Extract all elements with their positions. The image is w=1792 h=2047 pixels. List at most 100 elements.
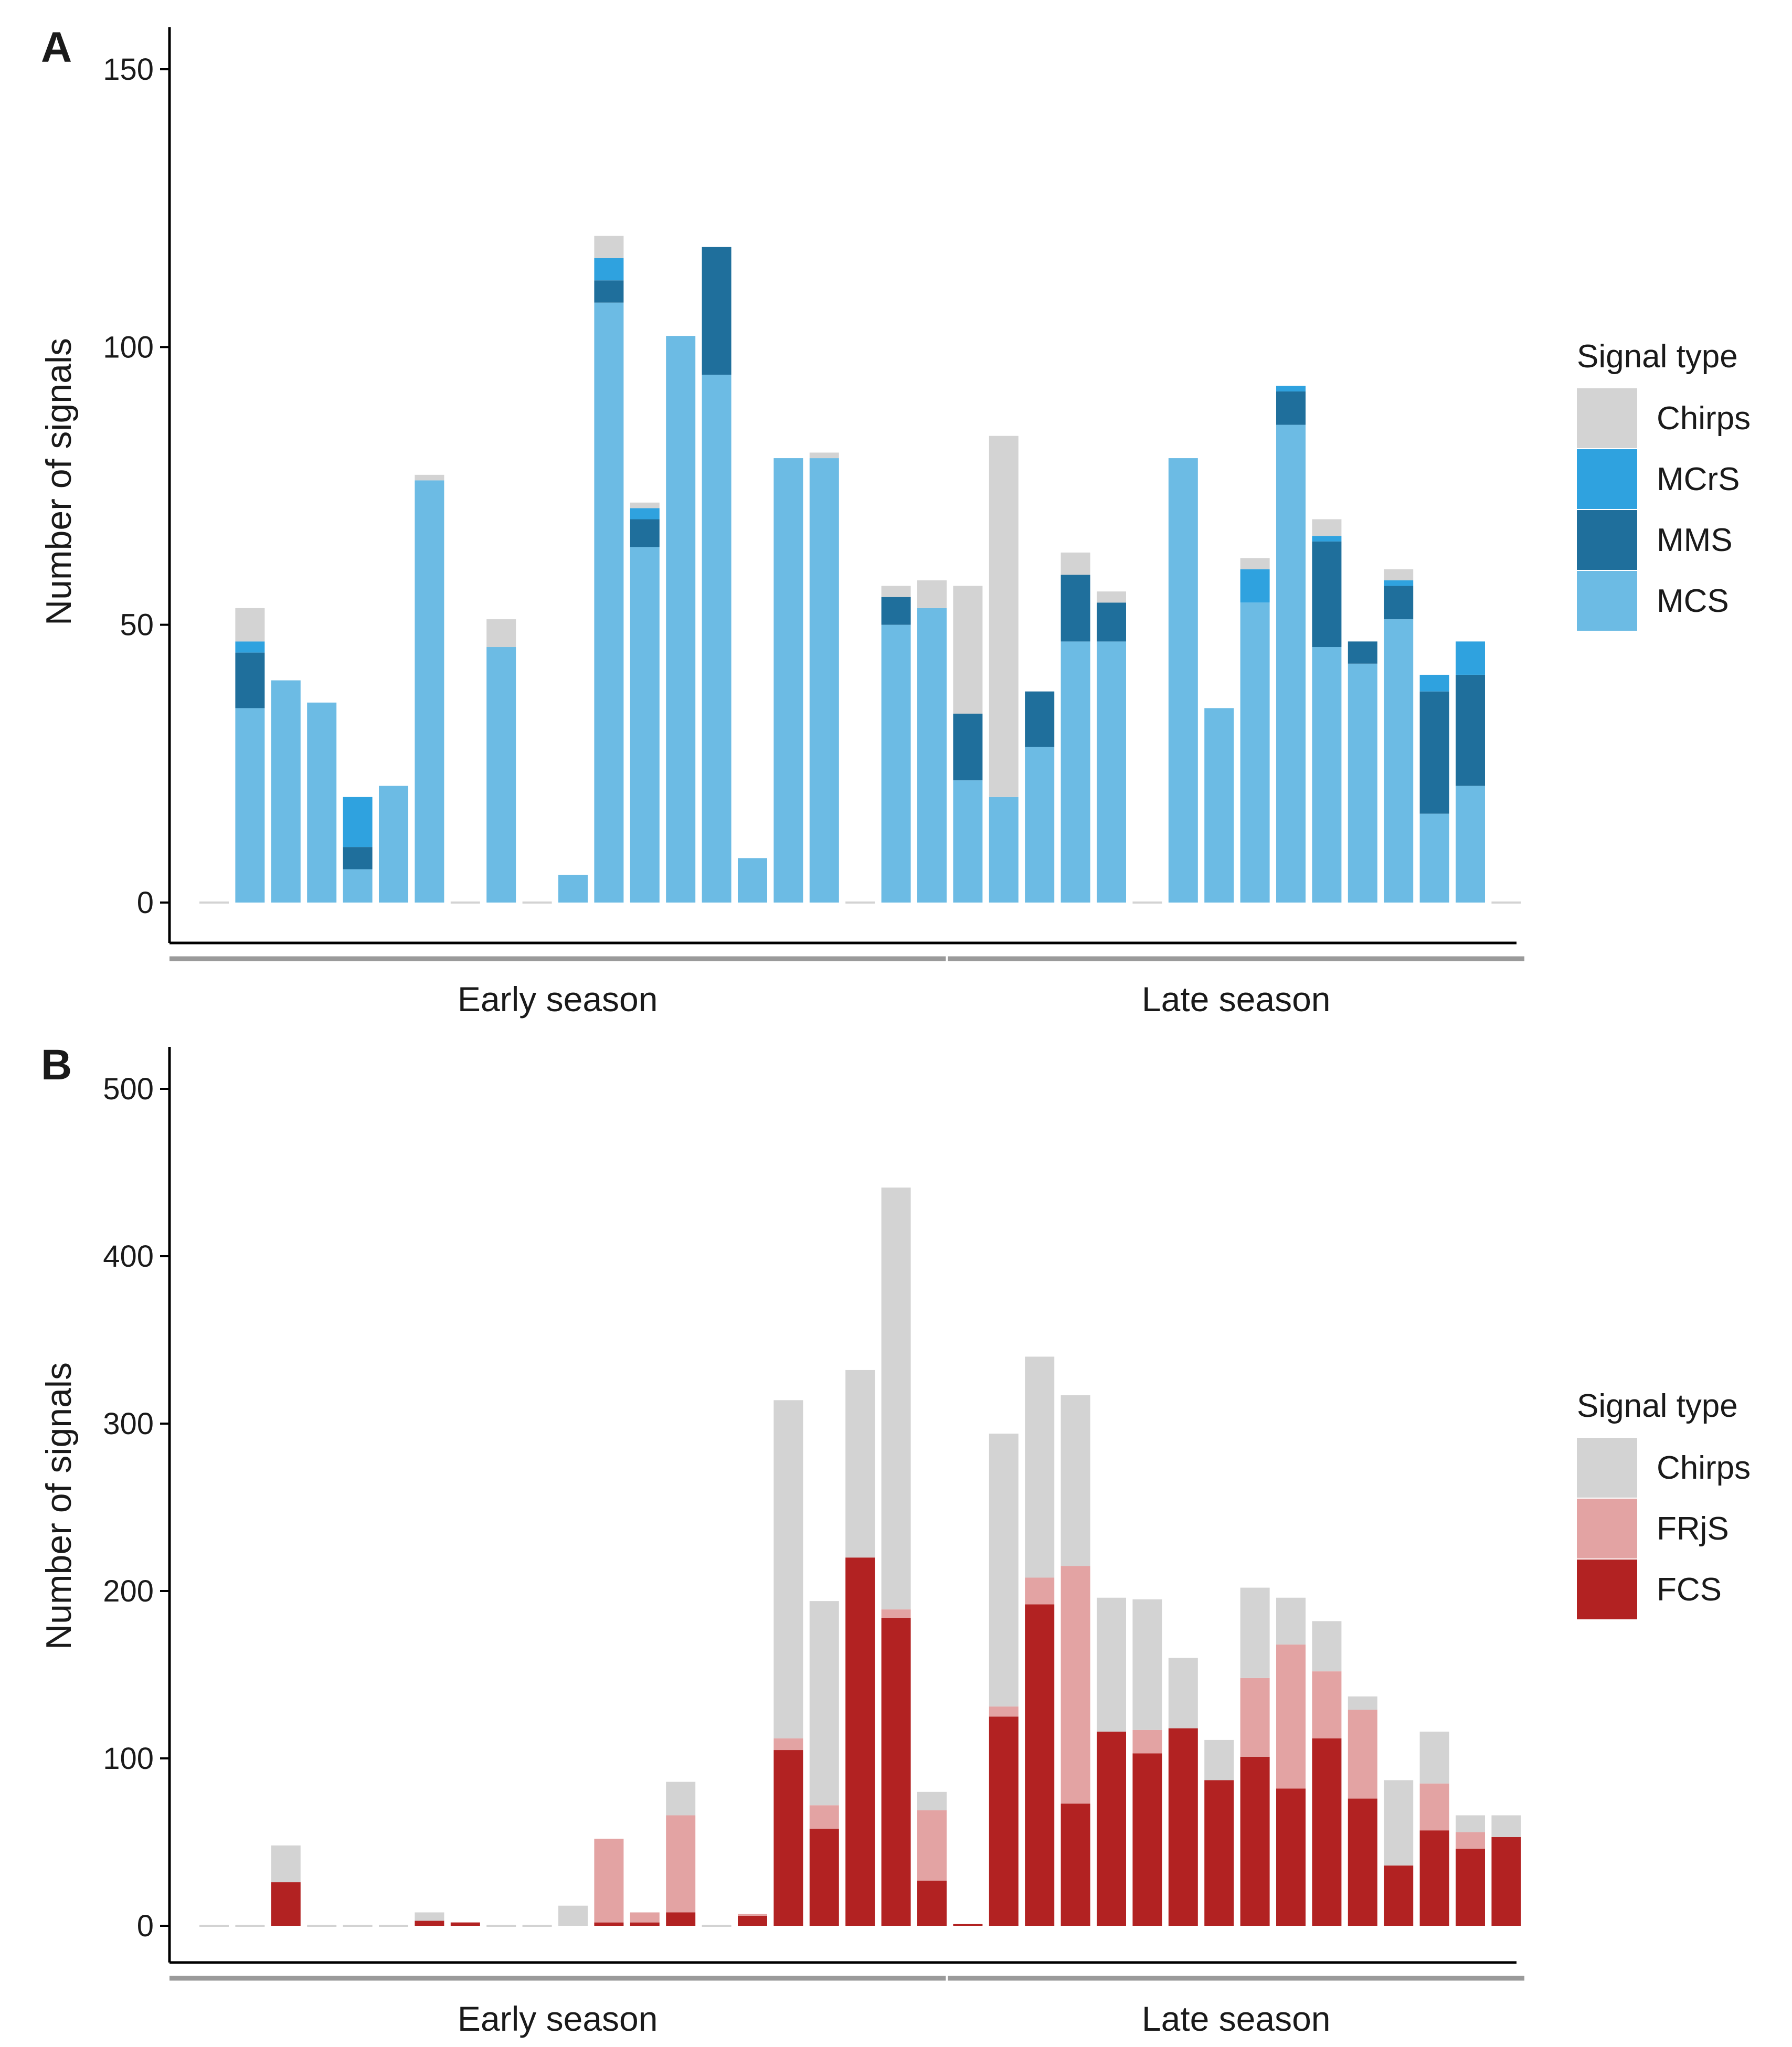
panel-b-legend-label-frjs: FRjS [1657,1511,1729,1547]
panel-a-bar-32-mms [1312,541,1342,648]
panel-b-y-tick-label: 0 [137,1909,154,1943]
panel-a-season-groups: Early season Late season [169,956,1524,1019]
panel-b-bar-14-frjs [666,1815,696,1913]
panel-b-bar-20-frjs [881,1609,911,1618]
panel-b-season-groups: Early season Late season [169,1976,1524,2038]
panel-a-bar-26-mms [1097,602,1126,642]
panel-b-bar-25-frjs [1061,1566,1090,1804]
panel-a-y-tick-label: 100 [103,330,154,364]
panel-b-empty-bar-10 [522,1925,552,1927]
panel-a-bar-34-chirps [1384,569,1414,580]
panel-a-empty-bar-37 [1491,901,1521,904]
panel-a-bar-30-mcs [1240,602,1270,903]
panel-b-bar-14-chirps [666,1781,696,1816]
panel-a-y-tick-label: 50 [120,608,154,642]
panel-a-bar-34-mms [1384,586,1414,620]
panel-b-letter: B [41,1041,72,1089]
panel-a-bar-29-mcs [1204,708,1234,903]
panel-a-bar-2-mcs [235,708,265,903]
panel-b-bar-26-chirps [1097,1597,1126,1732]
panel-a-empty-bar-19 [845,901,875,904]
panel-a-bars [199,236,1521,904]
panel-b-bar-22-fcs [953,1924,983,1926]
panel-a-bar-24-mms [1025,691,1055,747]
panel-a-bar-17-mcs [773,458,803,903]
panel-a-bar-5-mms [343,847,373,869]
panel-a-bar-9-mcs [486,647,516,903]
panel-b-bar-12-frjs [594,1839,624,1923]
panel-b-y-tick-label: 200 [103,1574,154,1608]
panel-b-bar-33-frjs [1348,1710,1377,1799]
panel-b-bar-32-fcs [1312,1738,1342,1926]
panel-b-bar-7-chirps [415,1912,444,1921]
panel-a-bar-23-chirps [989,436,1019,797]
panel-a-empty-bar-27 [1132,901,1162,904]
panel-a-bar-18-chirps [809,452,839,459]
panel-b-bar-36-frjs [1456,1832,1485,1849]
panel-a-bar-35-mms [1419,691,1449,814]
panel-a-bar-12-mms [594,280,624,303]
panel-a-bar-5-mcrs [343,797,373,847]
panel-a-bar-34-mcs [1384,619,1414,903]
panel-a-bar-21-mcs [917,608,947,903]
panel-a-bar-13-chirps [630,502,660,508]
panel-a-bar-31-mcrs [1276,386,1306,392]
panel-a-bar-36-mcs [1456,786,1485,903]
panel-a-bar-5-mcs [343,869,373,903]
panel-a-empty-bar-10 [522,901,552,904]
panel-b-bar-23-fcs [989,1716,1019,1926]
panel-b-empty-bar-4 [307,1925,337,1927]
panel-b-bar-24-fcs [1025,1604,1055,1926]
panel-b-bar-13-frjs [630,1912,660,1923]
panel-a-legend-key-mms [1577,510,1637,570]
panel-a-legend-key-mcrs [1577,449,1637,509]
panel-b-legend-key-chirps [1577,1438,1637,1498]
panel-b-empty-bar-2 [235,1925,265,1927]
panel-a-bar-15-mms [702,247,731,375]
panel-b-bar-30-fcs [1240,1756,1270,1926]
panel-b-bar-23-chirps [989,1434,1019,1707]
panel-a-bar-24-mcs [1025,747,1055,903]
panel-a-legend-label-mcs: MCS [1657,583,1729,619]
panel-a-bar-22-mcs [953,780,983,903]
panel-b-legend-label-fcs: FCS [1657,1572,1722,1608]
panel-b-legend: Signal type Chirps FRjS FCS [1577,1388,1751,1619]
panel-b-bar-34-fcs [1384,1865,1414,1926]
panel-a-bar-34-mcrs [1384,580,1414,586]
panel-b-bar-35-chirps [1419,1731,1449,1784]
panel-a-bar-35-mcs [1419,813,1449,903]
panel-a-bar-14-mcs [666,336,696,903]
panel-b-bar-29-chirps [1204,1740,1234,1780]
panel-b-y-tick-label: 500 [103,1072,154,1106]
panel-b-bar-37-chirps [1491,1815,1521,1837]
panel-b-bar-18-frjs [809,1805,839,1829]
panel-a-legend-key-chirps [1577,388,1637,448]
panel-a-bar-13-mcs [630,547,660,903]
panel-a-bar-4-mcs [307,702,337,903]
panel-a-y-tick-label: 0 [137,886,154,920]
panel-b-bar-21-frjs [917,1810,947,1881]
panel-a-bar-9-chirps [486,619,516,648]
panel-a-bar-35-mcrs [1419,674,1449,692]
panel-b-bar-27-chirps [1132,1599,1162,1730]
panel-a-bar-20-chirps [881,586,911,597]
panel-b-bar-31-chirps [1276,1597,1306,1645]
panel-b-bar-18-fcs [809,1828,839,1926]
panel-a-bar-22-chirps [953,586,983,714]
panel-b-legend-title: Signal type [1577,1388,1738,1424]
panel-b-bar-23-frjs [989,1706,1019,1717]
panel-a-bar-2-mms [235,652,265,708]
panel-b-bar-11-chirps [558,1905,588,1926]
panel-b-bar-20-chirps [881,1187,911,1610]
panel-a-legend-key-mcs [1577,571,1637,631]
panel-b-bar-25-fcs [1061,1804,1090,1926]
panel-b-bar-31-fcs [1276,1788,1306,1926]
panel-b-bar-7-fcs [415,1921,444,1926]
panel-b-bar-32-frjs [1312,1671,1342,1738]
panel-a-bar-20-mcs [881,624,911,903]
panel-b-bar-30-chirps [1240,1587,1270,1678]
panel-a-bar-15-mcs [702,375,731,903]
panel-b-bar-33-chirps [1348,1696,1377,1710]
panel-a-bar-22-mms [953,714,983,781]
panel-a-bar-32-chirps [1312,519,1342,536]
